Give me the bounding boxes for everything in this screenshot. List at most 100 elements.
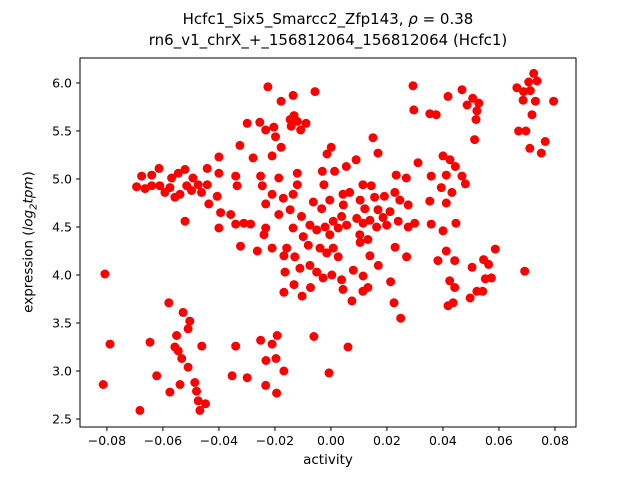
data-point bbox=[426, 171, 436, 181]
data-point bbox=[286, 121, 296, 131]
data-point bbox=[341, 162, 351, 171]
data-point bbox=[328, 243, 338, 253]
data-point bbox=[289, 280, 299, 290]
data-point bbox=[351, 155, 361, 165]
data-point bbox=[389, 298, 399, 308]
data-point bbox=[105, 339, 115, 349]
data-point bbox=[338, 200, 348, 210]
data-point bbox=[231, 171, 241, 181]
data-point bbox=[441, 198, 451, 208]
data-point bbox=[358, 271, 368, 281]
data-point bbox=[319, 180, 329, 190]
data-point bbox=[280, 267, 290, 277]
data-point bbox=[204, 199, 214, 209]
data-point bbox=[450, 283, 460, 292]
data-point bbox=[315, 243, 325, 253]
data-point bbox=[261, 380, 271, 390]
data-point bbox=[239, 218, 249, 228]
y-label-log: log bbox=[20, 209, 37, 231]
data-point bbox=[342, 220, 352, 230]
data-point bbox=[100, 269, 110, 279]
data-point bbox=[390, 242, 400, 252]
data-point bbox=[290, 252, 300, 262]
x-tick-label: −0.08 bbox=[88, 433, 126, 448]
data-point bbox=[252, 246, 262, 256]
data-point bbox=[274, 173, 284, 183]
data-point bbox=[425, 196, 435, 206]
chart-title: Hcfc1_Six5_Smarcc2_Zfp143, ρ = 0.38 rn6_… bbox=[80, 9, 576, 51]
data-point bbox=[255, 117, 265, 127]
x-tick-label: 0.06 bbox=[485, 433, 513, 448]
data-point bbox=[145, 337, 155, 347]
data-point bbox=[540, 137, 550, 146]
y-tick-label: 4.5 bbox=[52, 219, 72, 234]
data-point bbox=[352, 213, 362, 223]
data-point bbox=[368, 133, 378, 143]
data-point bbox=[520, 266, 530, 276]
data-point bbox=[322, 248, 332, 258]
data-point bbox=[216, 208, 226, 218]
data-point bbox=[303, 240, 313, 250]
data-point bbox=[165, 183, 175, 193]
data-point bbox=[197, 341, 207, 351]
data-point bbox=[328, 216, 338, 226]
data-point bbox=[98, 380, 108, 389]
data-point bbox=[322, 149, 332, 159]
data-point bbox=[165, 387, 175, 397]
data-point bbox=[403, 222, 413, 232]
data-point bbox=[436, 183, 446, 193]
data-point bbox=[529, 68, 539, 78]
data-point bbox=[438, 226, 448, 236]
data-point bbox=[521, 126, 531, 136]
data-point bbox=[451, 218, 461, 228]
data-point bbox=[267, 189, 277, 199]
data-point bbox=[395, 195, 405, 205]
chart-title-line2: rn6_v1_chrX_+_156812064_156812064 (Hcfc1… bbox=[148, 31, 508, 49]
data-point bbox=[172, 331, 182, 340]
data-point bbox=[190, 378, 200, 387]
data-point bbox=[261, 125, 271, 135]
data-point bbox=[226, 210, 236, 219]
data-point bbox=[443, 91, 453, 101]
data-point bbox=[197, 187, 206, 197]
data-point bbox=[402, 252, 412, 262]
y-tick-label: 3.5 bbox=[52, 316, 72, 331]
data-point bbox=[214, 168, 224, 178]
data-point bbox=[410, 218, 420, 228]
y-tick-label: 2.5 bbox=[52, 412, 72, 427]
data-point bbox=[278, 193, 288, 203]
data-point bbox=[173, 168, 183, 178]
x-tick-label: 0.00 bbox=[317, 433, 345, 448]
data-point bbox=[232, 181, 242, 191]
data-point bbox=[154, 163, 164, 173]
data-point bbox=[326, 142, 336, 152]
data-point bbox=[279, 366, 289, 376]
data-point bbox=[276, 142, 286, 152]
data-point bbox=[246, 219, 256, 229]
data-point bbox=[269, 122, 279, 132]
chart-title-line1: Hcfc1_Six5_Smarcc2_Zfp143, ρ = 0.38 bbox=[80, 9, 576, 30]
data-point bbox=[152, 371, 162, 381]
data-point bbox=[282, 243, 292, 253]
data-point bbox=[348, 265, 358, 275]
data-point bbox=[468, 93, 478, 103]
data-point bbox=[390, 187, 400, 197]
title-gene-set: Hcfc1_Six5_Smarcc2_Zfp143, bbox=[182, 10, 409, 28]
data-point bbox=[175, 189, 185, 199]
data-point bbox=[447, 187, 457, 197]
data-point bbox=[259, 230, 269, 240]
data-point bbox=[525, 86, 535, 96]
data-point bbox=[310, 87, 320, 97]
x-tick-label: −0.02 bbox=[256, 433, 294, 448]
data-point bbox=[450, 162, 460, 171]
data-point bbox=[403, 200, 413, 210]
y-tick-label: 4.0 bbox=[52, 268, 72, 283]
data-point bbox=[343, 342, 353, 352]
data-point bbox=[373, 205, 383, 215]
data-point bbox=[467, 262, 477, 272]
y-label-suffix: ) bbox=[20, 171, 37, 177]
data-point bbox=[527, 110, 537, 120]
data-point bbox=[298, 232, 308, 242]
data-point bbox=[292, 180, 302, 190]
data-point bbox=[409, 105, 419, 115]
